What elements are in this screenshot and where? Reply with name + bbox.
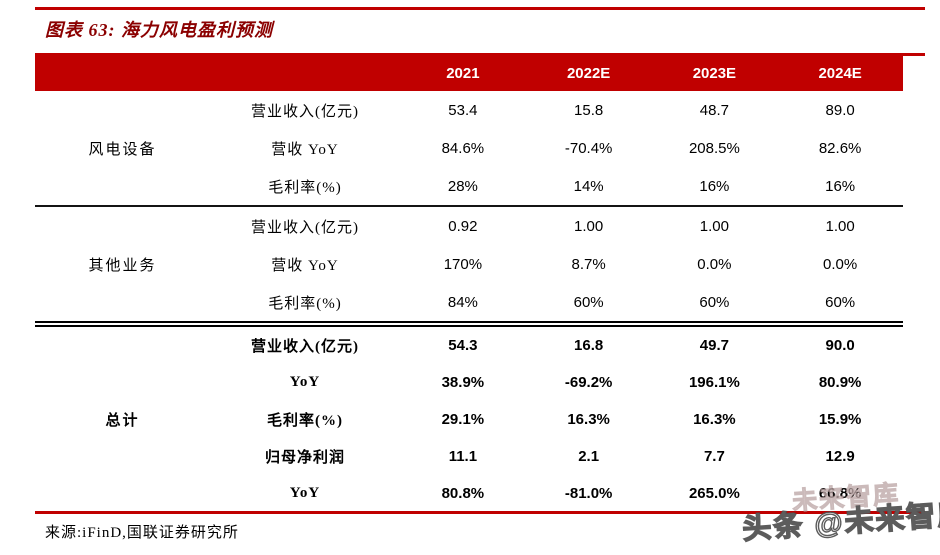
row-label: 营业收入(亿元) — [251, 103, 359, 120]
row-label: 归母净利润 — [264, 450, 345, 466]
title-top-rule — [35, 7, 925, 10]
cell-value: 54.3 — [448, 337, 478, 354]
row-label: YoY — [289, 374, 321, 390]
cell-value: 196.1% — [688, 374, 740, 391]
column-header-2023e: 2023E — [692, 65, 737, 82]
group-label: 总计 — [105, 413, 140, 429]
cell-value: -81.0% — [564, 485, 613, 502]
row-label: 毛利率(%) — [268, 179, 342, 196]
cell-value: 0.92 — [448, 217, 478, 235]
forecast-table: 2021 2022E 2023E 2024E 风电设备 营业收入(亿元) 53.… — [35, 56, 903, 512]
cell-value: -69.2% — [564, 374, 613, 391]
cell-value: 7.7 — [703, 448, 725, 465]
cell-value: 8.7% — [571, 255, 606, 273]
cell-value: 60% — [825, 293, 856, 311]
cell-value: 49.7 — [699, 337, 729, 354]
group-label: 风电设备 — [88, 141, 157, 158]
row-label: 毛利率(%) — [268, 295, 342, 312]
header-spacer-group — [35, 56, 210, 91]
cell-value: -70.4% — [564, 139, 613, 157]
figure-title: 图表 63: 海力风电盈利预测 — [45, 20, 273, 40]
table-header-row: 2021 2022E 2023E 2024E — [35, 56, 903, 91]
cell-value: 60% — [699, 293, 730, 311]
cell-value: 80.9% — [818, 374, 862, 391]
cell-value: 90.0 — [825, 337, 855, 354]
cell-value: 66.8% — [818, 485, 862, 502]
row-label: 营业收入(亿元) — [251, 339, 359, 355]
cell-value: 80.8% — [441, 485, 485, 502]
row-label: 营业收入(亿元) — [251, 219, 359, 236]
table-top-rule — [35, 53, 925, 56]
cell-value: 1.00 — [699, 217, 729, 235]
cell-value: 89.0 — [825, 101, 855, 119]
row-label: 毛利率(%) — [267, 413, 343, 429]
cell-value: 16% — [825, 177, 856, 195]
row-label: 营收 YoY — [271, 257, 339, 274]
cell-value: 11.1 — [448, 448, 478, 465]
cell-value: 1.00 — [825, 217, 855, 235]
cell-value: 265.0% — [688, 485, 740, 502]
cell-value: 16.8 — [574, 337, 604, 354]
cell-value: 84% — [447, 293, 478, 311]
cell-value: 14% — [573, 177, 604, 195]
column-header-2022e: 2022E — [566, 65, 611, 82]
cell-value: 28% — [447, 177, 478, 195]
section-other-business: 其他业务 营业收入(亿元) 0.92 1.00 1.00 1.00 营收 YoY… — [35, 207, 903, 327]
cell-value: 29.1% — [441, 411, 485, 428]
source-note: 来源:iFinD,国联证券研究所 — [45, 525, 239, 541]
section-wind-equipment: 风电设备 营业收入(亿元) 53.4 15.8 48.7 89.0 营收 YoY… — [35, 91, 903, 207]
header-spacer-label — [210, 56, 400, 91]
cell-value: 53.4 — [448, 101, 478, 119]
cell-value: 16.3% — [693, 411, 736, 428]
cell-value: 1.00 — [574, 217, 604, 235]
cell-value: 82.6% — [818, 139, 862, 157]
cell-value: 0.0% — [823, 255, 858, 273]
cell-value: 16% — [699, 177, 730, 195]
cell-value: 0.0% — [697, 255, 732, 273]
section-totals: 总计 营业收入(亿元) 54.3 16.8 49.7 90.0 YoY 38.9… — [35, 327, 903, 512]
cell-value: 2.1 — [578, 448, 600, 465]
column-header-2021: 2021 — [446, 65, 480, 82]
cell-value: 208.5% — [688, 139, 740, 157]
cell-value: 84.6% — [441, 139, 485, 157]
row-label: YoY — [289, 485, 321, 501]
cell-value: 170% — [443, 255, 483, 273]
cell-value: 15.8 — [574, 101, 604, 119]
row-label: 营收 YoY — [271, 141, 339, 158]
cell-value: 48.7 — [699, 101, 729, 119]
cell-value: 16.3% — [567, 411, 610, 428]
column-header-2024e: 2024E — [818, 65, 862, 82]
cell-value: 38.9% — [441, 374, 485, 391]
cell-value: 12.9 — [825, 448, 855, 465]
table-bottom-rule — [35, 511, 925, 514]
group-label: 其他业务 — [88, 257, 157, 274]
cell-value: 60% — [573, 293, 604, 311]
cell-value: 15.9% — [818, 411, 862, 428]
